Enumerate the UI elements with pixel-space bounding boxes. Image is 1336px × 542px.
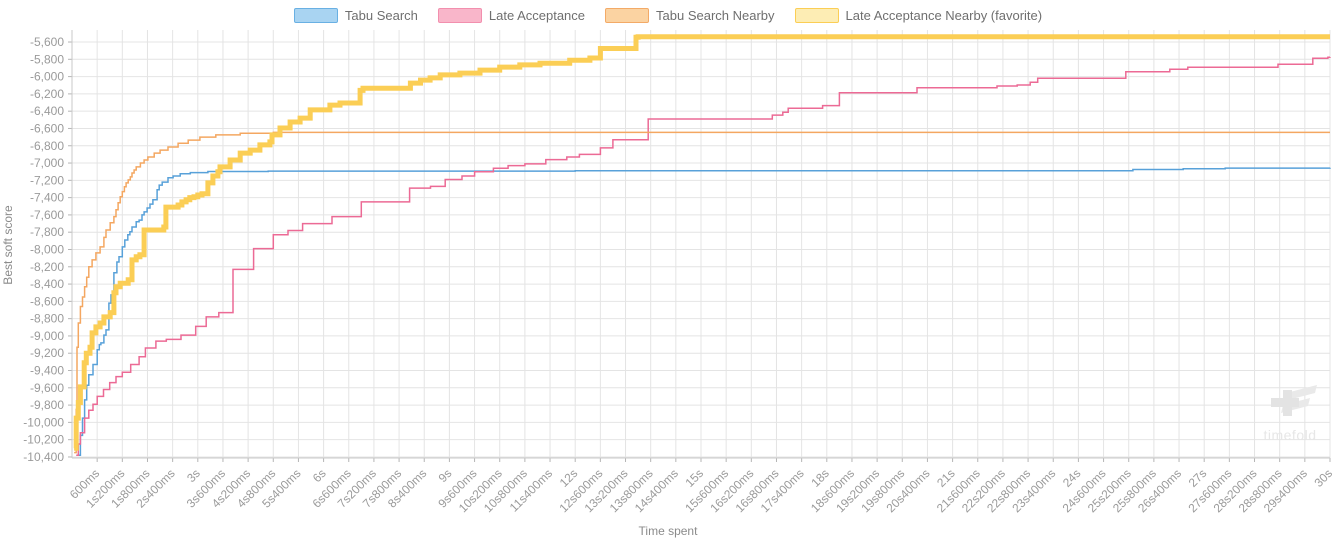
x-tick-label: 30s <box>1312 466 1336 490</box>
legend-item-tabu-search[interactable]: Tabu Search <box>293 8 418 23</box>
y-tick-label: -10,000 <box>23 415 64 429</box>
y-tick-label: -7,400 <box>30 191 64 205</box>
y-tick-label: -8,200 <box>30 260 64 274</box>
y-tick-label: -7,600 <box>30 208 64 222</box>
y-tick-label: -8,600 <box>30 294 64 308</box>
y-tick-label: -7,000 <box>30 156 64 170</box>
legend-swatch <box>794 8 839 23</box>
x-tick-label: 9s <box>436 466 455 485</box>
y-tick-label: -9,800 <box>30 398 64 412</box>
x-axis-title: Time spent <box>638 524 698 538</box>
chart-legend: Tabu Search Late Acceptance Tabu Search Ne… <box>0 8 1336 23</box>
y-tick-label: -6,800 <box>30 139 64 153</box>
x-tick-label: 3s <box>184 466 203 485</box>
series-line-tabu-search-nearby <box>74 131 1330 454</box>
y-tick-label: -8,000 <box>30 242 64 256</box>
legend-label: Late Acceptance <box>488 8 586 23</box>
legend-swatch <box>437 8 482 23</box>
y-tick-label: -9,400 <box>30 364 64 378</box>
series-line-late-acceptance-nearby-favorite <box>73 34 1330 451</box>
y-tick-label: -6,000 <box>30 70 64 84</box>
legend-item-late-acceptance-nearby-favorite[interactable]: Late Acceptance Nearby (favorite) <box>794 8 1043 23</box>
y-tick-label: -6,600 <box>30 121 64 135</box>
y-axis-title: Best soft score <box>1 205 15 285</box>
y-tick-label: -9,200 <box>30 346 64 360</box>
legend-swatch <box>293 8 338 23</box>
y-tick-label: -7,200 <box>30 173 64 187</box>
y-tick-label: -9,000 <box>30 329 64 343</box>
y-tick-label: -5,600 <box>30 35 64 49</box>
y-tick-label: -9,600 <box>30 381 64 395</box>
y-tick-label: -6,200 <box>30 87 64 101</box>
y-tick-label: -8,400 <box>30 277 64 291</box>
legend-label: Tabu Search Nearby <box>656 8 775 23</box>
y-tick-label: -10,200 <box>23 433 64 447</box>
legend-label: Tabu Search <box>344 8 418 23</box>
series-line-tabu-search <box>78 167 1331 456</box>
legend-label: Late Acceptance Nearby (favorite) <box>845 8 1043 23</box>
y-tick-label: -10,400 <box>23 450 64 464</box>
y-tick-label: -7,800 <box>30 225 64 239</box>
y-tick-label: -6,400 <box>30 104 64 118</box>
y-tick-label: -5,800 <box>30 52 64 66</box>
series-line-late-acceptance <box>76 56 1331 456</box>
legend-swatch <box>605 8 650 23</box>
y-tick-label: -8,800 <box>30 312 64 326</box>
x-tick-label: 6s <box>310 466 329 485</box>
legend-item-tabu-search-nearby[interactable]: Tabu Search Nearby <box>605 8 775 23</box>
legend-item-late-acceptance[interactable]: Late Acceptance <box>437 8 586 23</box>
